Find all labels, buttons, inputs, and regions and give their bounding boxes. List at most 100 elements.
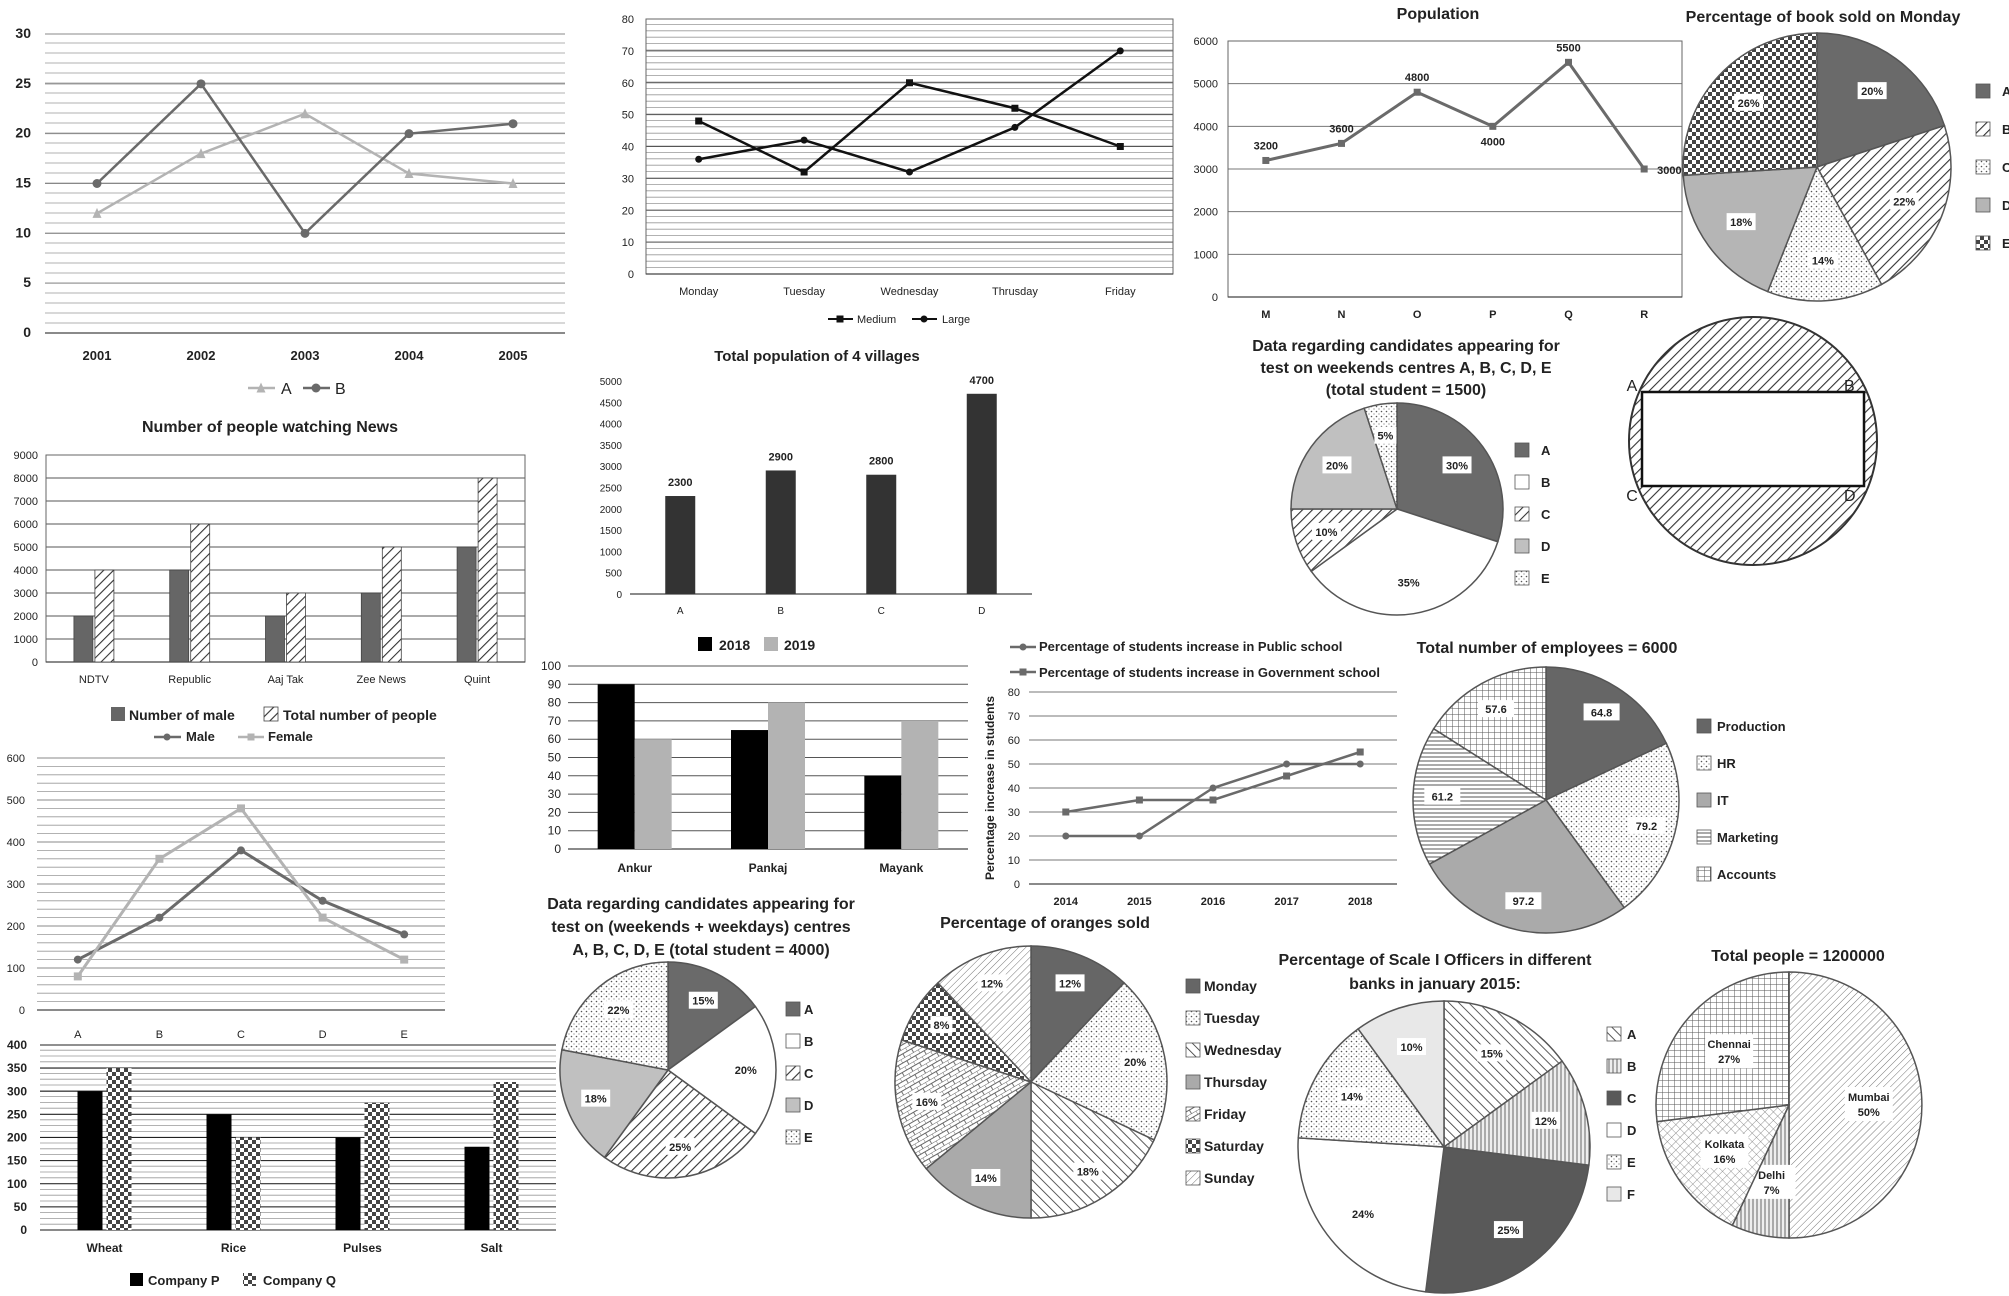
pie-slice <box>1428 799 1626 934</box>
legend-label: D <box>1541 539 1550 554</box>
y-tick-label: 30 <box>15 25 31 41</box>
data-point <box>695 117 703 125</box>
x-tick-label: 2005 <box>499 348 528 363</box>
data-label: 2300 <box>668 477 692 489</box>
data-point <box>836 315 844 323</box>
data-point <box>695 155 703 163</box>
pie-slice <box>925 1080 1032 1219</box>
data-point <box>196 79 206 89</box>
legend-swatch <box>1696 829 1712 845</box>
x-tick-label: N <box>1338 309 1346 321</box>
data-label: 24% <box>1352 1209 1374 1221</box>
y-tick-label: 2000 <box>600 505 623 516</box>
legend-swatch <box>1975 83 1991 99</box>
x-tick-label: D <box>978 606 985 617</box>
data-point <box>1356 748 1364 756</box>
pie-slice <box>666 1005 777 1135</box>
chart-title: test on (weekends + weekdays) centres <box>551 919 850 936</box>
legend-swatch <box>111 707 125 721</box>
data-point <box>73 972 82 981</box>
label-box <box>1889 192 1919 210</box>
pie-slice <box>667 961 757 1072</box>
bar <box>235 1137 261 1230</box>
y-tick-label: 0 <box>1212 292 1218 304</box>
legend-swatch <box>1975 235 1991 251</box>
data-point <box>800 168 808 176</box>
y-tick-label: 100 <box>541 659 561 673</box>
bar <box>206 1114 232 1230</box>
legend: A B C D E F <box>1606 1026 1637 1202</box>
y-tick-label: 50 <box>548 751 562 765</box>
legend-label: D <box>804 1098 813 1113</box>
data-point <box>400 930 409 939</box>
corner-label: B <box>1844 378 1855 395</box>
data-label: 50% <box>1858 1107 1880 1119</box>
y-tick-label: 30 <box>622 173 634 185</box>
chart-title: Number of people watching News <box>142 419 398 436</box>
pie-slice <box>1412 727 1548 866</box>
data-point <box>1640 165 1648 173</box>
chart-title: Percentage of book sold on Monday <box>1686 9 1961 26</box>
chart-population: 0 1000 2000 3000 4000 5000 6000 M N O P Q R 3200 3600 4… <box>1194 36 1683 321</box>
y-tick-label: 10 <box>15 224 31 240</box>
data-label: 18% <box>1077 1167 1099 1179</box>
y-tick-label: 80 <box>1008 687 1020 699</box>
pie-slice <box>1297 1027 1446 1148</box>
data-point <box>1283 760 1291 768</box>
label-box <box>1857 82 1887 100</box>
x-tick-label: 2017 <box>1274 896 1298 908</box>
y-tick-label: 6000 <box>14 519 38 531</box>
legend-label: E <box>2002 236 2009 251</box>
chart-oranges: 12% 20% 18% 14% 16% 8% 12% <box>894 945 1168 1219</box>
y-tick-label: 200 <box>7 1131 27 1145</box>
pie-slice <box>1545 666 1668 802</box>
label-box <box>581 1089 611 1107</box>
y-tick-label: 5000 <box>1194 79 1218 91</box>
bar <box>768 702 805 849</box>
x-tick-label: 2001 <box>83 348 112 363</box>
legend-label: Male <box>186 729 215 744</box>
y-tick-label: 70 <box>1008 711 1020 723</box>
y-tick-label: 80 <box>548 696 562 710</box>
data-point <box>1019 668 1027 676</box>
label-box <box>971 1168 1001 1186</box>
pie-slice <box>1030 1080 1156 1219</box>
legend-label: Female <box>268 729 313 744</box>
y-tick-label: 0 <box>20 1223 27 1237</box>
legend-label: C <box>1627 1091 1637 1106</box>
chart-title: Population <box>1397 6 1480 23</box>
x-tick-label: Wheat <box>87 1241 123 1255</box>
bar <box>634 739 672 849</box>
data-label: 18% <box>585 1094 607 1106</box>
legend-swatch <box>785 1097 801 1113</box>
y-tick-label: 100 <box>7 963 25 975</box>
x-tick-label: C <box>237 1029 245 1041</box>
bar <box>169 569 190 663</box>
legend-swatch <box>263 706 279 722</box>
pie-slice <box>1815 124 1952 286</box>
y-tick-label: 500 <box>7 795 25 807</box>
legend-swatch <box>1185 1010 1201 1026</box>
chart-title: Total people = 1200000 <box>1711 948 1885 965</box>
label-box <box>1424 787 1461 805</box>
data-point <box>1356 760 1364 768</box>
data-point <box>1116 47 1124 55</box>
bar <box>73 615 94 663</box>
legend-label: C <box>2002 160 2009 175</box>
y-tick-label: 80 <box>622 14 634 26</box>
bar <box>364 1102 390 1230</box>
legend-swatch <box>785 1065 801 1081</box>
data-point <box>1565 58 1572 66</box>
y-tick-label: 600 <box>7 753 25 765</box>
y-tick-label: 3000 <box>600 462 623 473</box>
legend: Male Female <box>154 729 313 744</box>
pie-slice <box>1424 1146 1590 1294</box>
y-tick-label: 15 <box>15 175 31 191</box>
y-tick-label: 60 <box>1008 735 1020 747</box>
data-label: 2800 <box>869 456 893 468</box>
y-tick-label: 30 <box>1008 807 1020 819</box>
label-box <box>1734 93 1764 111</box>
legend-label: Saturday <box>1204 1138 1264 1154</box>
data-point <box>92 207 102 218</box>
legend: Number of male Total number of people <box>111 706 437 723</box>
